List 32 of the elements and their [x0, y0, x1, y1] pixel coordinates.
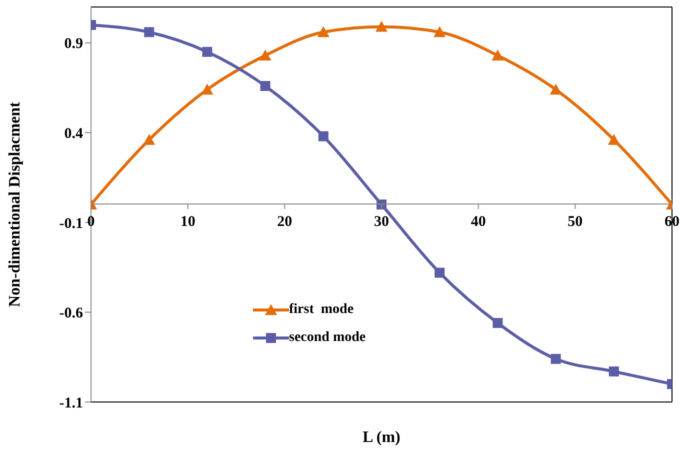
point: [318, 131, 328, 142]
point: [202, 46, 212, 57]
x-tick-label: 30: [374, 214, 389, 230]
point: [492, 49, 504, 60]
y-tick-label: -1.1: [59, 395, 83, 412]
point: [143, 134, 156, 145]
point: [608, 366, 619, 376]
point: [608, 134, 620, 145]
x-tick-label: 50: [568, 214, 583, 230]
legend-label: first mode: [289, 302, 354, 318]
y-tick-label: 0.4: [64, 126, 84, 142]
x-axis-title: L (m): [362, 429, 400, 446]
point: [550, 84, 562, 95]
point: [492, 318, 503, 328]
point: [259, 49, 272, 60]
x-tick-label: 20: [277, 214, 292, 230]
point: [434, 26, 446, 38]
y-axis-title: Non-dimentional Displacment: [6, 101, 24, 307]
y-tick-label: -0.1: [59, 216, 83, 232]
x-tick-label: 10: [180, 214, 196, 230]
y-tick-label: -0.6: [59, 306, 84, 322]
x-tick-label: 0: [87, 214, 95, 230]
point: [260, 81, 270, 91]
x-tick-label: 40: [470, 214, 486, 230]
legend-label: second mode: [289, 330, 366, 346]
point: [317, 26, 330, 38]
point: [434, 268, 445, 278]
point: [550, 354, 561, 364]
y-tick-label: 0.9: [64, 36, 83, 52]
point: [376, 20, 388, 32]
point: [144, 27, 154, 38]
point: [201, 84, 214, 95]
